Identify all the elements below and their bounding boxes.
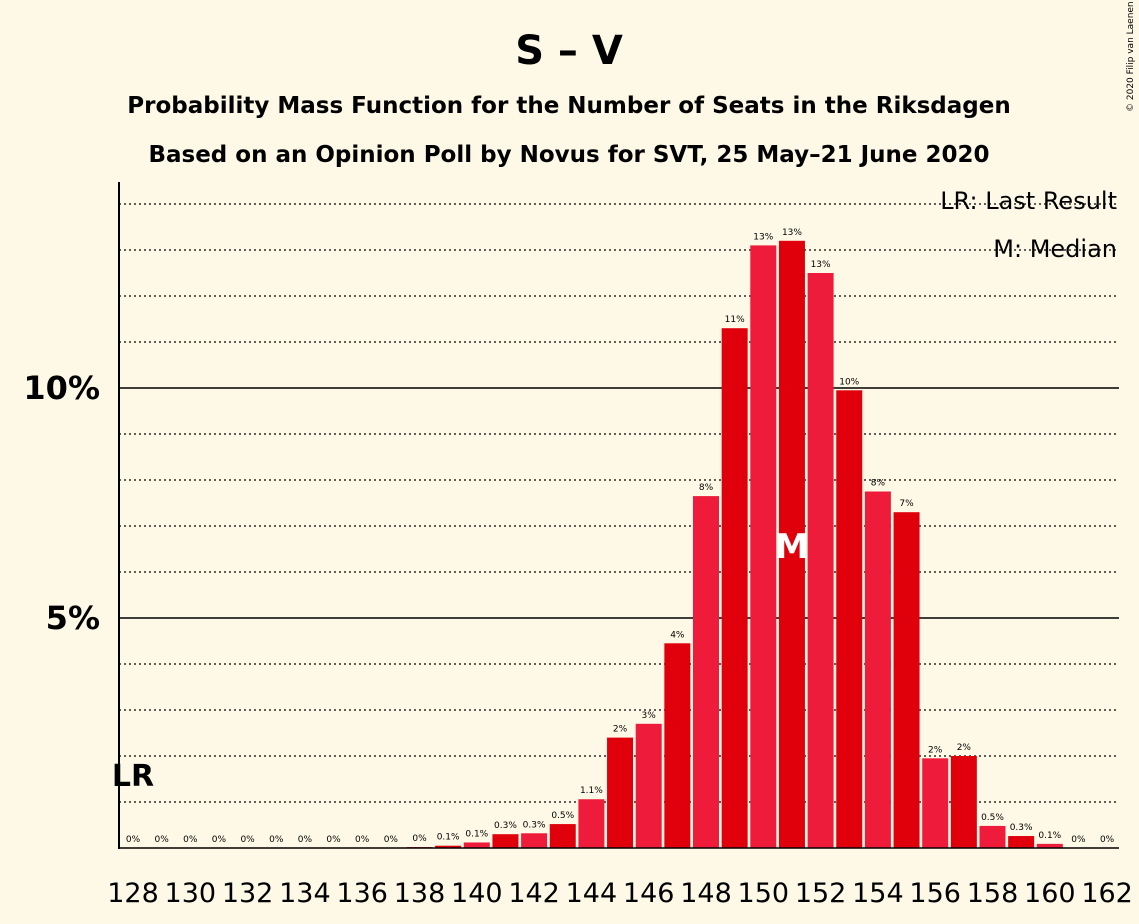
- grid-lines: [119, 203, 1119, 803]
- bar-142: [521, 833, 548, 848]
- bar-157: [950, 756, 977, 848]
- bars: [406, 240, 1063, 849]
- bar-label-138: 0%: [412, 834, 427, 844]
- copyright-notice: © 2020 Filip van Laenen: [1126, 1, 1136, 112]
- bar-label-143: 0.5%: [551, 811, 574, 821]
- bar-labels: 0% 0% 0% 0% 0% 0% 0% 0% 0% 0% 0% 0.1% 0.1% 0.3% 0.3% 0.…: [126, 228, 1115, 845]
- median-marker: M: [775, 527, 809, 567]
- bar-151: [778, 240, 805, 849]
- bar-159: [1008, 836, 1035, 848]
- bar-147: [664, 643, 691, 848]
- x-tick-label: 132: [222, 878, 274, 909]
- bar-label-133: 0%: [269, 835, 284, 845]
- bar-label-145: 2%: [613, 725, 628, 735]
- bar-158: [979, 825, 1006, 848]
- bar-label-132: 0%: [240, 835, 255, 845]
- bar-143: [549, 824, 576, 848]
- bar-label-146: 3%: [642, 711, 657, 721]
- bar-145: [607, 737, 634, 848]
- x-axis-ticks: 128 130 132 134 136 138 140 142 144 146 148 150 152 1…: [107, 878, 1133, 909]
- x-tick-label: 130: [165, 878, 217, 909]
- bar-label-134: 0%: [298, 835, 313, 845]
- x-tick-label: 152: [795, 878, 847, 909]
- bar-label-154: 8%: [871, 479, 886, 489]
- bar-label-128: 0%: [126, 835, 141, 845]
- bar-label-148: 8%: [699, 483, 714, 493]
- bar-155: [893, 512, 920, 848]
- x-tick-label: 144: [566, 878, 618, 909]
- bar-150: [750, 245, 777, 848]
- bar-label-162: 0%: [1100, 835, 1115, 845]
- bar-label-142: 0.3%: [523, 820, 546, 830]
- bar-label-147: 4%: [670, 630, 685, 640]
- bar-154: [864, 491, 891, 848]
- x-tick-label: 150: [738, 878, 790, 909]
- bar-label-130: 0%: [183, 835, 198, 845]
- bar-label-157: 2%: [957, 743, 972, 753]
- legend-median: M: Median: [993, 235, 1117, 263]
- bar-140: [463, 842, 490, 848]
- x-tick-label: 128: [107, 878, 159, 909]
- last-result-marker: LR: [112, 759, 154, 794]
- legend-last-result: LR: Last Result: [940, 187, 1117, 215]
- bar-144: [578, 799, 605, 848]
- bar-152: [807, 273, 834, 848]
- bar-label-156: 2%: [928, 745, 943, 755]
- bar-160: [1036, 843, 1063, 848]
- y-tick-label: 10%: [23, 369, 100, 407]
- x-tick-label: 154: [852, 878, 904, 909]
- bar-label-155: 7%: [899, 499, 914, 509]
- x-tick-label: 162: [1081, 878, 1133, 909]
- bar-label-160: 0.1%: [1038, 831, 1061, 841]
- bar-label-144: 1.1%: [580, 786, 603, 796]
- bar-141: [492, 834, 519, 848]
- x-tick-label: 136: [336, 878, 388, 909]
- bar-153: [836, 390, 863, 848]
- x-tick-label: 138: [394, 878, 446, 909]
- bar-label-141: 0.3%: [494, 821, 517, 831]
- bar-label-152: 13%: [811, 260, 831, 270]
- bar-156: [922, 758, 949, 848]
- bar-148: [693, 496, 719, 848]
- bar-label-136: 0%: [355, 835, 370, 845]
- x-tick-label: 142: [508, 878, 560, 909]
- bar-label-131: 0%: [212, 835, 227, 845]
- x-tick-label: 134: [279, 878, 331, 909]
- bar-label-129: 0%: [155, 835, 170, 845]
- bar-label-151: 13%: [782, 228, 802, 238]
- bar-146: [635, 723, 662, 848]
- bar-label-161: 0%: [1071, 835, 1086, 845]
- x-tick-label: 158: [967, 878, 1019, 909]
- x-tick-label: 148: [680, 878, 732, 909]
- bar-139: [435, 845, 462, 848]
- bar-label-150: 13%: [753, 232, 773, 242]
- chart-title: S – V: [515, 28, 623, 74]
- y-tick-label: 5%: [46, 599, 100, 637]
- bar-label-159: 0.3%: [1010, 823, 1033, 833]
- chart-subtitle-2: Based on an Opinion Poll by Novus for SV…: [148, 142, 989, 168]
- x-tick-label: 160: [1024, 878, 1076, 909]
- bar-label-135: 0%: [326, 835, 341, 845]
- bar-label-153: 10%: [839, 377, 859, 387]
- bar-label-140: 0.1%: [465, 829, 488, 839]
- y-axis-ticks: 5% 10%: [23, 369, 100, 637]
- bar-149: [721, 328, 748, 848]
- x-tick-label: 140: [451, 878, 503, 909]
- bar-label-158: 0.5%: [981, 813, 1004, 823]
- chart-subtitle-1: Probability Mass Function for the Number…: [127, 93, 1010, 119]
- bar-label-137: 0%: [384, 835, 399, 845]
- bar-label-149: 11%: [725, 315, 745, 325]
- x-tick-label: 156: [909, 878, 961, 909]
- x-tick-label: 146: [623, 878, 675, 909]
- bar-label-139: 0.1%: [437, 833, 460, 843]
